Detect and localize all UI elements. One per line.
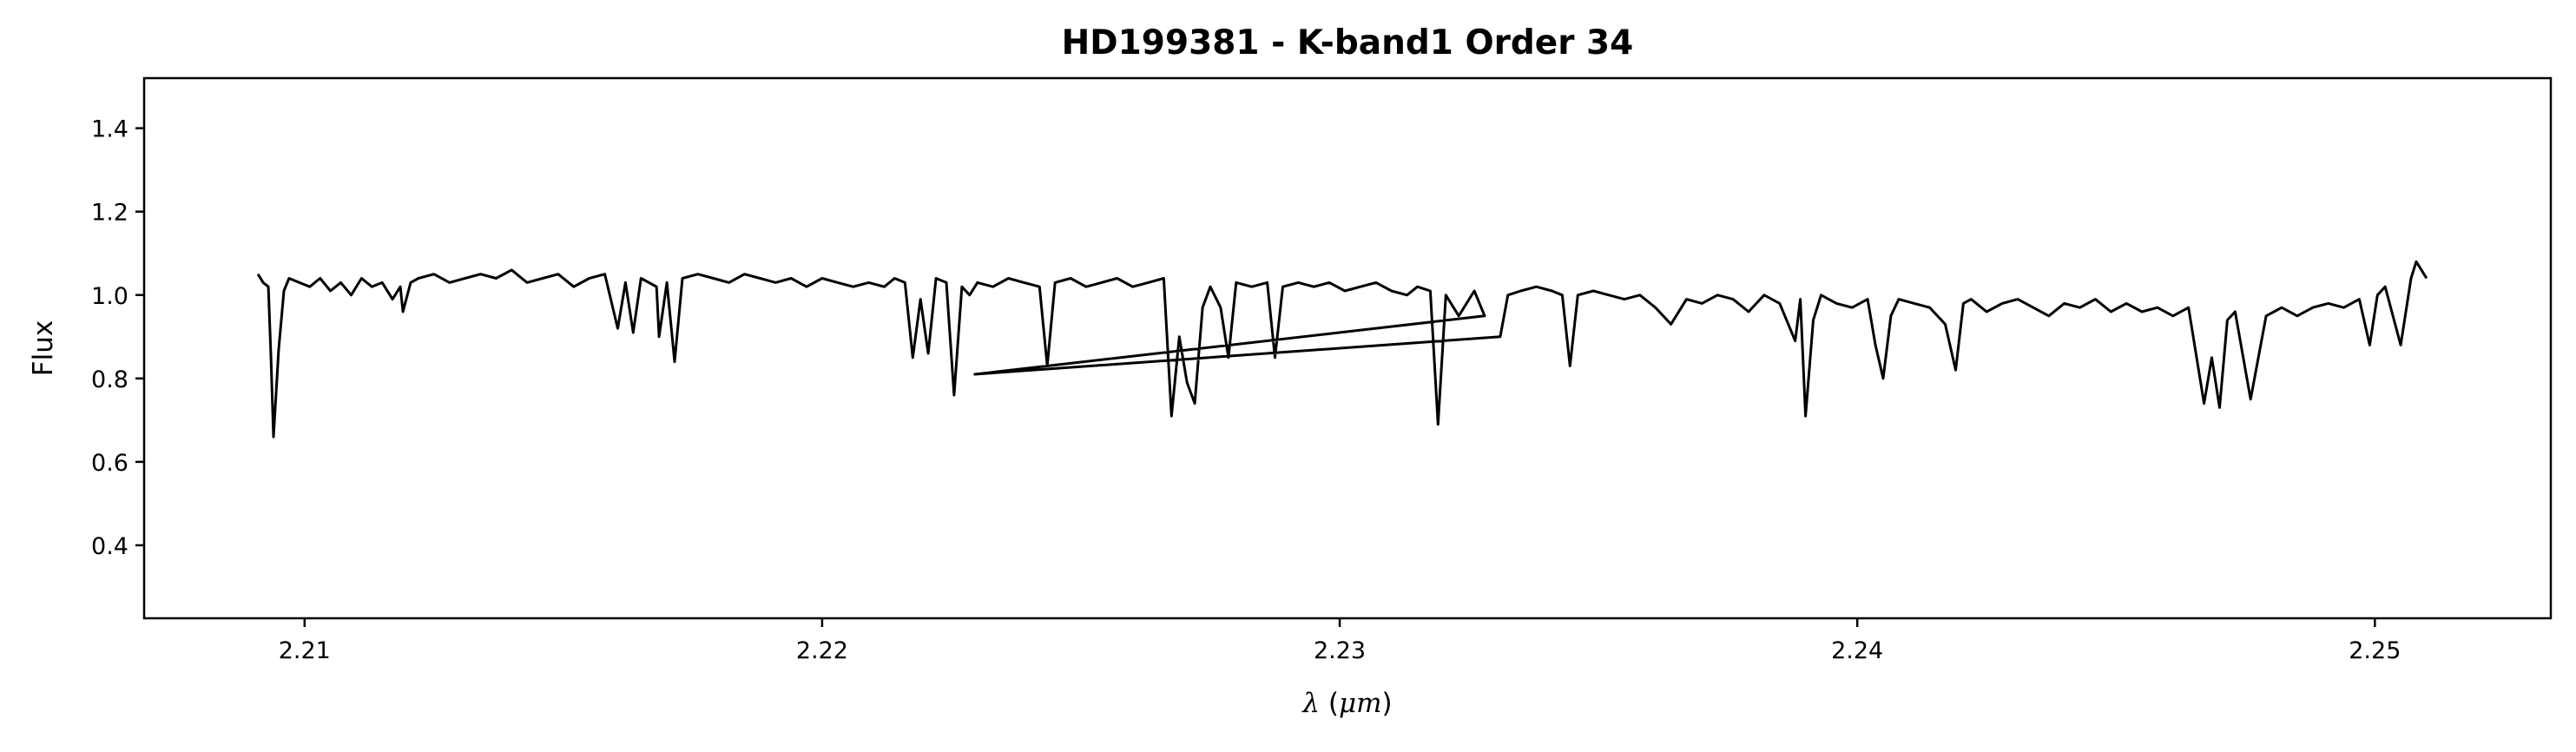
y-axis-label: Flux [28,320,59,376]
x-tick-label: 2.23 [1314,637,1366,664]
y-tick-label: 1.2 [91,200,128,227]
y-tick-label: 0.6 [91,450,128,477]
chart-title: HD199381 - K-band1 Order 34 [1062,23,1634,63]
x-tick-label: 2.22 [796,637,848,664]
plot-frame [142,76,2553,620]
y-tick-label: 1.0 [91,283,128,310]
x-tick-label: 2.25 [2349,637,2401,664]
x-axis-label-open: ( [1320,688,1339,719]
y-axis: 0.4 0.6 0.8 1.0 1.2 1.4 [91,116,144,560]
x-tick-label: 2.24 [1831,637,1883,664]
x-axis-label-unit: μm [1339,688,1382,719]
y-tick-label: 1.4 [91,116,128,143]
x-axis-label: λ (μm) [1301,688,1392,719]
x-axis-label-lambda: λ [1301,688,1320,719]
y-tick-label: 0.8 [91,366,128,393]
plot-area [142,76,2553,620]
spectrum-line [256,260,2428,439]
x-axis: 2.21 2.22 2.23 2.24 2.25 [279,618,2401,664]
x-tick-label: 2.21 [279,637,331,664]
x-axis-label-close: ) [1382,688,1393,719]
y-tick-label: 0.4 [91,533,128,560]
